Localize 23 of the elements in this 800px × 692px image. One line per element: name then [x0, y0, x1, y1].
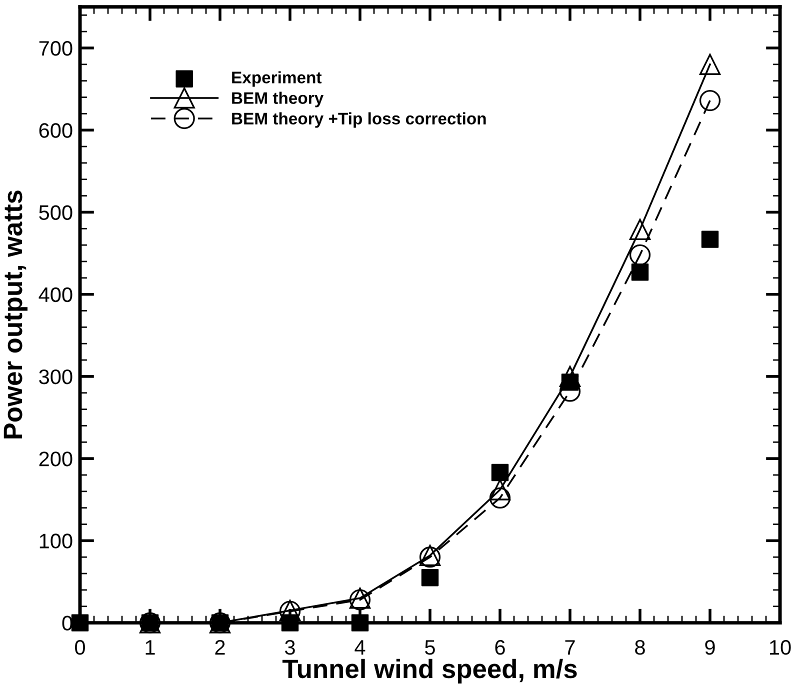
- y-tick-label: 400: [38, 287, 72, 302]
- x-axis-title: Tunnel wind speed, m/s: [282, 658, 577, 684]
- x-tick-label: 3: [285, 640, 295, 655]
- x-tick-label: 6: [495, 640, 505, 655]
- x-tick-label: 8: [635, 640, 645, 655]
- legend-label: BEM theory +Tip loss correction: [232, 112, 486, 128]
- legend-label: BEM theory: [232, 92, 324, 108]
- y-tick-label: 700: [39, 40, 72, 56]
- x-tick-label: 1: [146, 640, 155, 655]
- y-axis-title: Power output, watts: [4, 190, 28, 438]
- legend-label: Experiment: [232, 71, 322, 87]
- x-tick-label: 9: [705, 640, 715, 655]
- x-tick-label: 2: [215, 640, 225, 655]
- x-tick-label: 7: [565, 640, 575, 655]
- y-tick-label: 500: [39, 205, 72, 220]
- y-tick-label: 100: [40, 534, 72, 548]
- x-tick-label: 10: [770, 640, 791, 655]
- y-tick-label: 300: [39, 369, 72, 384]
- x-tick-label: 0: [75, 640, 85, 655]
- x-tick-label: 4: [354, 640, 366, 655]
- y-tick-label: 200: [39, 452, 72, 466]
- y-tick-label: 600: [39, 123, 72, 138]
- x-tick-label: 5: [425, 640, 435, 655]
